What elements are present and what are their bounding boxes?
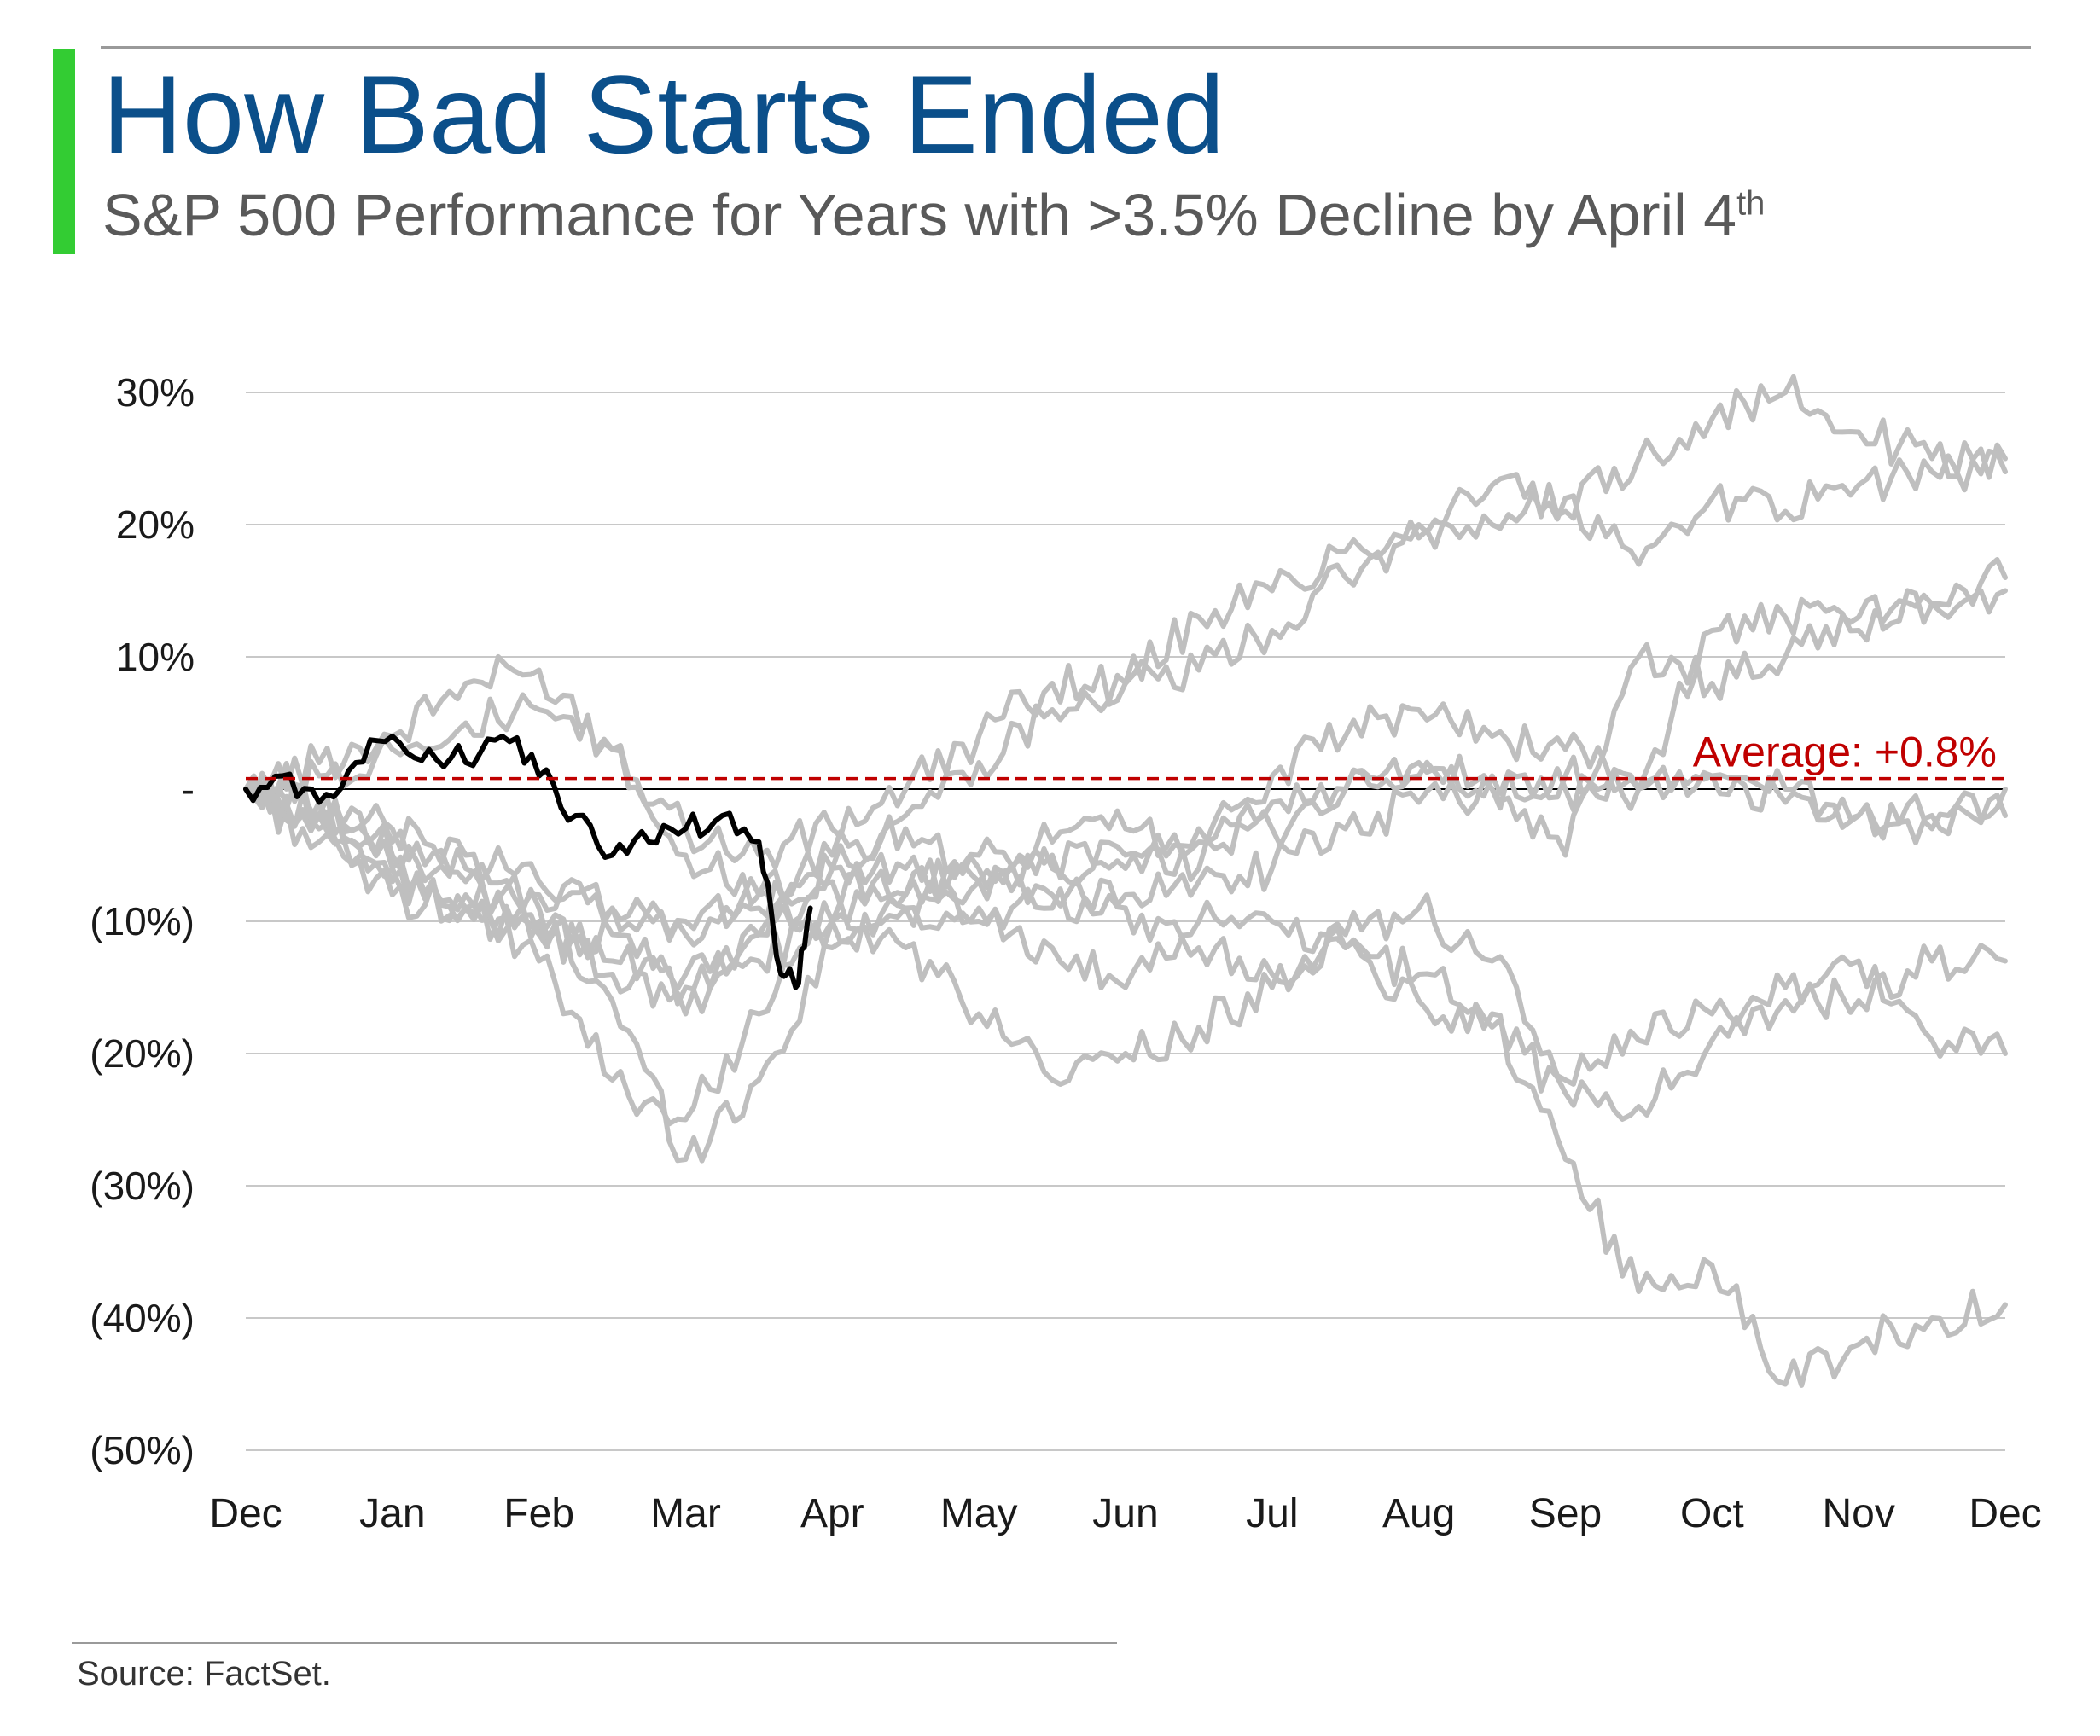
x-tick-label: May	[940, 1491, 1018, 1536]
accent-bar	[53, 49, 75, 254]
series-line-historical	[243, 780, 2008, 1122]
x-tick-label: Nov	[1822, 1491, 1894, 1536]
x-tick-label: Dec	[1969, 1491, 2041, 1536]
x-tick-label: Oct	[1680, 1491, 1744, 1536]
source-rule	[72, 1642, 1117, 1644]
x-tick-label: Jun	[1092, 1491, 1158, 1536]
subtitle-superscript: th	[1736, 184, 1766, 223]
x-axis-ticks: Dec Jan Feb Mar Apr May Jun Jul Aug Sep Oct Nov Dec	[209, 1491, 2041, 1536]
y-tick-label: 10%	[116, 635, 195, 679]
x-tick-label: Aug	[1382, 1491, 1455, 1536]
y-tick-label: (50%)	[90, 1428, 195, 1472]
y-tick-label: (40%)	[90, 1296, 195, 1340]
y-axis-ticks: 30% 20% 10% - (10%) (20%) (30%) (40%) (50%)	[90, 370, 195, 1472]
y-tick-label: 20%	[116, 502, 195, 547]
chart-subtitle: S&P 500 Performance for Years with >3.5%…	[102, 181, 1765, 249]
top-rule	[101, 46, 2031, 49]
y-tick-label: (10%)	[90, 899, 195, 943]
y-tick-label: -	[182, 767, 195, 811]
y-tick-label: (30%)	[90, 1164, 195, 1208]
source-note: Source: FactSet.	[77, 1655, 331, 1692]
y-tick-label: (20%)	[90, 1031, 195, 1076]
series-line-historical	[243, 557, 2008, 1127]
average-label: Average: +0.8%	[1693, 729, 1997, 776]
series-lines	[243, 374, 2008, 1388]
x-tick-label: Sep	[1529, 1491, 1602, 1536]
x-tick-label: Jan	[359, 1491, 425, 1536]
x-tick-label: Dec	[209, 1491, 282, 1536]
x-tick-label: Mar	[650, 1491, 721, 1536]
average-marker: Average: +0.8%	[246, 729, 2005, 781]
y-tick-label: 30%	[116, 370, 195, 415]
series-line-historical	[243, 692, 2008, 1388]
chart-title: How Bad Starts Ended	[102, 52, 1225, 177]
series-line-historical	[243, 448, 2008, 1017]
x-tick-label: Feb	[503, 1491, 574, 1536]
x-tick-label: Jul	[1246, 1491, 1298, 1536]
series-line-historical	[243, 775, 2008, 1087]
series-line-historical	[243, 588, 2008, 1164]
series-line-current	[243, 734, 813, 990]
x-tick-label: Apr	[800, 1491, 864, 1536]
series-line-historical	[243, 754, 2008, 948]
subtitle-text: S&P 500 Performance for Years with >3.5%…	[102, 182, 1737, 248]
